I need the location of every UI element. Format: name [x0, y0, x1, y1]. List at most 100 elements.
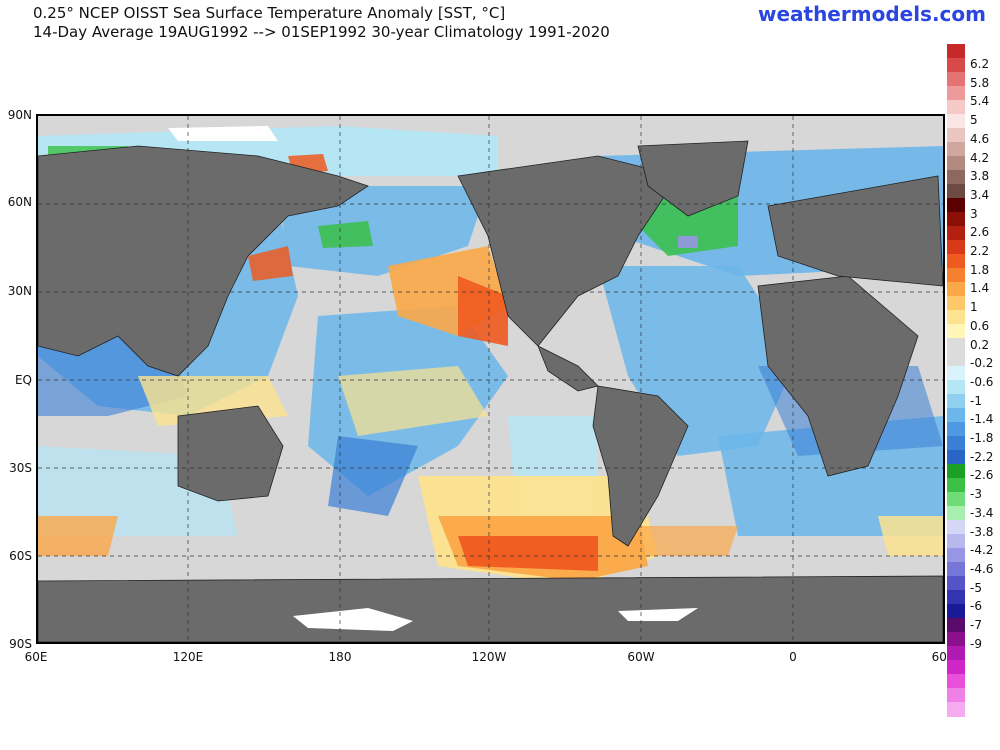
colorbar-segment — [947, 114, 965, 129]
lon-label-120e: 120E — [172, 650, 204, 664]
colorbar-segment — [947, 604, 965, 619]
colorbar-segment — [947, 506, 965, 521]
colorbar-segment — [947, 366, 965, 381]
colorbar-segment — [947, 436, 965, 451]
lon-label-60e: 60E — [24, 650, 48, 664]
colorbar-label: 1.4 — [970, 281, 990, 296]
colorbar-segment — [947, 674, 965, 689]
colorbar-segment — [947, 422, 965, 437]
colorbar-label: -1 — [970, 393, 982, 408]
colorbar-label: 1 — [970, 300, 978, 315]
colorbar-label: 0.2 — [970, 337, 990, 352]
colorbar-segment — [947, 562, 965, 577]
colorbar-segment — [947, 72, 965, 87]
colorbar-segment — [947, 618, 965, 633]
colorbar-segment — [947, 450, 965, 465]
lon-label-180: 180 — [328, 650, 352, 664]
title-line-1: 0.25° NCEP OISST Sea Surface Temperature… — [33, 4, 506, 22]
colorbar-segment — [947, 660, 965, 675]
sst-anomaly-map[interactable] — [36, 114, 945, 644]
warm-anomaly-regions — [38, 154, 943, 586]
lat-label-30s: 30S — [9, 461, 32, 475]
colorbar-segment — [947, 590, 965, 605]
colorbar-label: -3.4 — [970, 505, 994, 520]
colorbar-label: -2.6 — [970, 468, 994, 483]
lat-label-60n: 60N — [7, 195, 32, 209]
ice-shelves — [168, 126, 698, 631]
title-line-2: 14-Day Average 19AUG1992 --> 01SEP1992 3… — [33, 23, 610, 41]
colorbar-segment — [947, 380, 965, 395]
colorbar-segment — [947, 310, 965, 325]
colorbar-segment — [947, 86, 965, 101]
colorbar-label: 0.6 — [970, 318, 990, 333]
colorbar-segment — [947, 100, 965, 115]
lat-label-30n: 30N — [7, 284, 32, 298]
lat-label-eq: EQ — [14, 373, 32, 387]
lon-label-60w: 60W — [627, 650, 655, 664]
colorbar-segment — [947, 226, 965, 241]
colorbar-label: 4.6 — [970, 131, 990, 146]
colorbar-label: -2.2 — [970, 449, 994, 464]
graticule — [38, 116, 943, 642]
brand-link[interactable]: weathermodels.com — [757, 2, 986, 26]
colorbar-label: 2.2 — [970, 244, 990, 258]
colorbar-label: -4.2 — [970, 543, 994, 558]
colorbar-label: 3.8 — [970, 169, 990, 184]
colorbar-label: 5 — [970, 113, 978, 128]
colorbar-label: -7 — [970, 618, 982, 632]
colorbar-segment — [947, 254, 965, 269]
colorbar-segment — [947, 338, 965, 353]
colorbar-label: 5.8 — [970, 75, 990, 90]
lon-label-0: 0 — [789, 650, 797, 664]
colorbar-segment — [947, 408, 965, 423]
colorbar-segment — [947, 534, 965, 549]
colorbar-segment — [947, 548, 965, 563]
colorbar-segment — [947, 128, 965, 143]
colorbar-label: -1.8 — [970, 431, 994, 445]
colorbar-label: 4.2 — [970, 150, 990, 165]
lat-label-90n: 90N — [7, 108, 32, 122]
lat-label-60s: 60S — [9, 549, 32, 563]
colorbar-segment — [947, 268, 965, 283]
colorbar-segment — [947, 198, 965, 213]
colorbar-label: -5 — [970, 580, 982, 595]
colorbar-segment — [947, 170, 965, 185]
colorbar-label: -0.2 — [970, 356, 994, 371]
colorbar-label: 3.4 — [970, 187, 990, 202]
colorbar-label: -3.8 — [970, 524, 994, 539]
colorbar-segment — [947, 352, 965, 367]
colorbar — [947, 44, 965, 717]
colorbar-segment — [947, 324, 965, 339]
colorbar-segment — [947, 296, 965, 311]
colorbar-label: 5.4 — [970, 94, 990, 109]
colorbar-segment — [947, 156, 965, 171]
colorbar-label: 6.2 — [970, 57, 990, 71]
colorbar-label: -0.6 — [970, 374, 994, 389]
colorbar-segment — [947, 702, 965, 717]
land-masses — [38, 140, 943, 642]
colorbar-segment — [947, 212, 965, 227]
colorbar-segment — [947, 576, 965, 591]
colorbar-label: 2.6 — [970, 225, 990, 240]
colorbar-label: 1.8 — [970, 262, 990, 277]
colorbar-segment — [947, 394, 965, 409]
lat-label-90s: 90S — [9, 637, 32, 651]
colorbar-segment — [947, 282, 965, 297]
colorbar-segment — [947, 142, 965, 157]
colorbar-segment — [947, 492, 965, 507]
map-title: 0.25° NCEP OISST Sea Surface Temperature… — [33, 4, 610, 42]
colorbar-segment — [947, 646, 965, 661]
colorbar-segment — [947, 632, 965, 647]
colorbar-label: 3 — [970, 206, 978, 221]
colorbar-segment — [947, 478, 965, 493]
colorbar-segment — [947, 464, 965, 479]
colorbar-label: -3 — [970, 487, 982, 502]
colorbar-label: -4.6 — [970, 561, 994, 576]
colorbar-segment — [947, 44, 965, 59]
colorbar-segment — [947, 688, 965, 703]
colorbar-segment — [947, 58, 965, 73]
colorbar-label: -9 — [970, 636, 982, 651]
colorbar-label: -6 — [970, 599, 982, 614]
colorbar-label: -1.4 — [970, 412, 994, 427]
map-canvas — [38, 116, 943, 642]
